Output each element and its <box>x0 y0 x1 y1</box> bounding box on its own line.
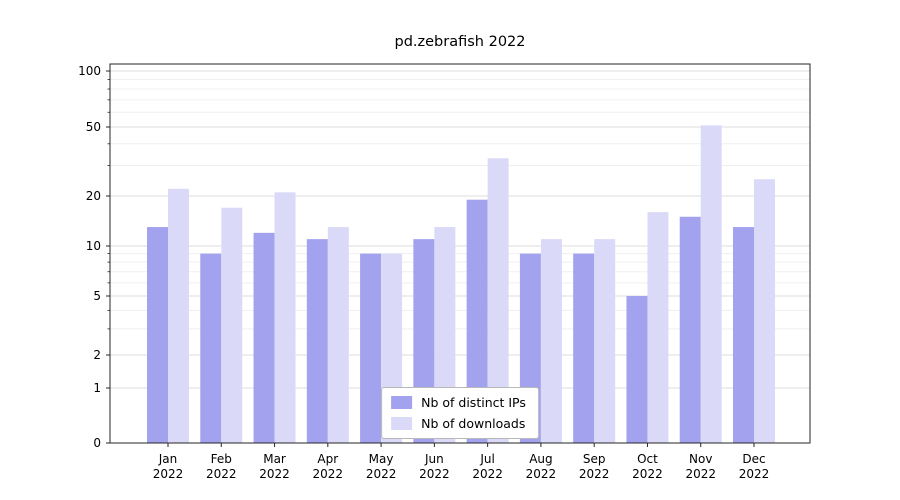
bar-distinct-ips <box>573 253 595 443</box>
legend-item-downloads: Nb of downloads <box>391 416 526 431</box>
bar-downloads <box>327 227 349 443</box>
x-tick-year-label: 2022 <box>206 467 237 481</box>
legend-label-distinct-ips: Nb of distinct IPs <box>421 395 526 410</box>
bar-downloads <box>274 192 296 443</box>
bar-downloads <box>754 179 775 444</box>
x-tick-year-label: 2022 <box>472 467 503 481</box>
bar-downloads <box>594 239 616 443</box>
x-tick-year-label: 2022 <box>313 467 344 481</box>
legend-swatch-downloads <box>391 417 413 430</box>
bar-downloads <box>221 207 243 443</box>
x-tick-month-label: May <box>369 452 394 466</box>
bar-distinct-ips <box>626 296 648 443</box>
bar-distinct-ips <box>733 227 754 443</box>
x-tick-month-label: Dec <box>742 452 765 466</box>
x-tick-month-label: Feb <box>211 452 232 466</box>
x-tick-year-label: 2022 <box>153 467 184 481</box>
x-tick-month-label: Mar <box>263 452 286 466</box>
y-tick-label: 100 <box>78 64 101 78</box>
bar-downloads <box>647 212 669 443</box>
legend-swatch-distinct-ips <box>391 396 413 409</box>
x-tick-year-label: 2022 <box>366 467 397 481</box>
x-tick-year-label: 2022 <box>526 467 557 481</box>
bar-distinct-ips <box>466 199 488 443</box>
x-tick-year-label: 2022 <box>259 467 290 481</box>
x-tick-year-label: 2022 <box>739 467 770 481</box>
x-tick-month-label: Oct <box>637 452 658 466</box>
x-tick-month-label: Sep <box>583 452 606 466</box>
x-tick-year-label: 2022 <box>685 467 716 481</box>
x-tick-year-label: 2022 <box>632 467 663 481</box>
bar-downloads <box>487 158 509 444</box>
bar-distinct-ips <box>200 253 222 443</box>
y-tick-label: 0 <box>93 436 101 450</box>
legend-item-distinct-ips: Nb of distinct IPs <box>391 395 526 410</box>
legend-label-downloads: Nb of downloads <box>421 416 526 431</box>
legend: Nb of distinct IPs Nb of downloads <box>381 387 539 439</box>
y-tick-label: 10 <box>86 239 101 253</box>
x-tick-month-label: Apr <box>317 452 338 466</box>
bar-downloads <box>700 125 722 444</box>
x-tick-month-label: Jul <box>479 452 494 466</box>
y-tick-label: 2 <box>93 348 101 362</box>
x-tick-month-label: Nov <box>689 452 712 466</box>
x-tick-year-label: 2022 <box>419 467 450 481</box>
y-tick-label: 5 <box>93 289 101 303</box>
bar-downloads <box>540 239 562 443</box>
y-tick-label: 50 <box>86 120 101 134</box>
x-tick-month-label: Jan <box>158 452 178 466</box>
chart-title: pd.zebrafish 2022 <box>394 34 526 50</box>
x-tick-month-label: Jun <box>424 452 444 466</box>
x-tick-month-label: Aug <box>529 452 552 466</box>
bar-distinct-ips <box>253 232 275 443</box>
bar-downloads <box>168 188 189 443</box>
bar-distinct-ips <box>360 253 382 443</box>
bar-distinct-ips <box>147 227 168 443</box>
x-tick-year-label: 2022 <box>579 467 610 481</box>
bar-distinct-ips <box>679 216 701 443</box>
bar-distinct-ips <box>306 239 328 443</box>
y-tick-label: 20 <box>86 189 101 203</box>
y-tick-label: 1 <box>93 381 101 395</box>
